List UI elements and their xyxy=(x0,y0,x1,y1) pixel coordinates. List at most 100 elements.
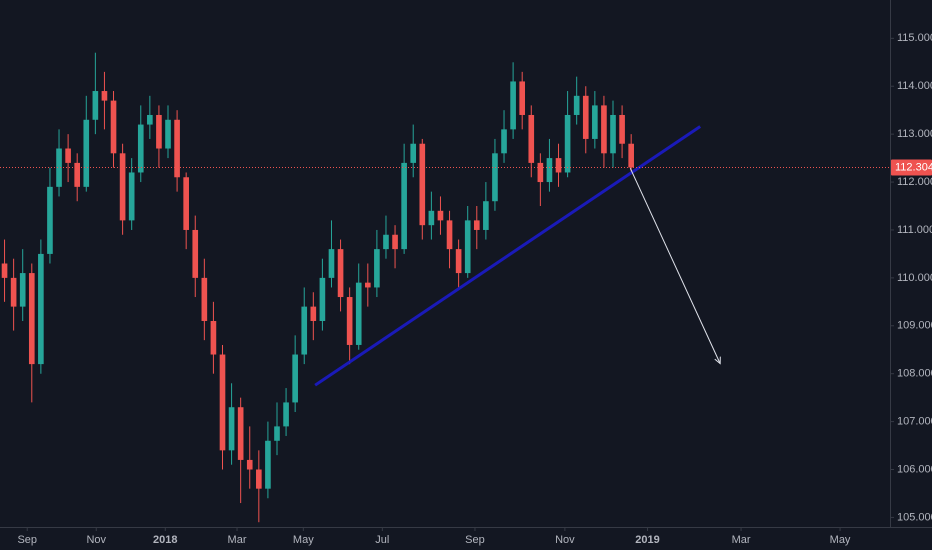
candle-body xyxy=(573,95,580,115)
y-tick-label: 105.000 xyxy=(897,511,932,523)
candle-body xyxy=(564,114,571,173)
candle-body xyxy=(383,234,389,250)
candle-body xyxy=(510,81,516,130)
candle-body xyxy=(337,249,344,298)
y-tick-label: 114.000 xyxy=(897,80,932,92)
candle-body xyxy=(38,253,44,365)
candle-body xyxy=(74,162,81,187)
candle-body xyxy=(473,220,480,230)
candle-body xyxy=(601,105,607,154)
x-tick-label: May xyxy=(830,534,851,546)
candle-body xyxy=(419,143,426,226)
candle-body xyxy=(346,297,353,345)
y-tick-label: 112.000 xyxy=(897,176,932,188)
candle-body xyxy=(392,234,398,250)
candle-body xyxy=(228,407,235,451)
y-tick-label: 108.000 xyxy=(897,368,932,380)
candle-body xyxy=(28,273,35,365)
arrow-head xyxy=(714,356,721,365)
candle-body xyxy=(183,177,189,230)
candle-body xyxy=(528,114,535,163)
candle-body xyxy=(10,277,17,307)
y-tick-label: 113.000 xyxy=(897,128,932,140)
candle-body xyxy=(128,172,135,221)
candle-body xyxy=(319,277,326,321)
candle-body xyxy=(464,220,471,274)
candle-body xyxy=(437,210,444,221)
candle-body xyxy=(292,354,298,403)
candle-body xyxy=(555,158,562,173)
candle-body xyxy=(110,100,117,154)
arrow xyxy=(629,167,721,364)
x-tick-label: Jul xyxy=(375,534,389,546)
candle-body xyxy=(519,81,526,115)
candle-body xyxy=(446,220,453,250)
candle-body xyxy=(256,469,262,489)
candle-body xyxy=(119,153,126,221)
candle-body xyxy=(501,129,507,154)
y-tick-label: 110.000 xyxy=(897,272,932,284)
candle-body xyxy=(19,273,26,307)
last-price-label: 112.304 xyxy=(895,161,932,173)
candle-body xyxy=(246,459,253,470)
y-tick-label: 111.000 xyxy=(897,224,932,236)
candle-body xyxy=(592,105,598,139)
x-tick-label: Sep xyxy=(17,534,37,546)
candle-body xyxy=(537,162,544,183)
candle-body xyxy=(274,426,280,441)
candle-body xyxy=(410,143,417,163)
candle-body xyxy=(56,148,62,187)
candle-body xyxy=(283,402,289,427)
candle-body xyxy=(65,148,71,163)
candle-body xyxy=(374,249,380,288)
x-tick-label: 2019 xyxy=(635,534,659,546)
y-tick-label: 107.000 xyxy=(897,416,932,428)
candle-body xyxy=(147,114,153,125)
y-tick-label: 115.000 xyxy=(897,32,932,44)
candle-body xyxy=(137,124,144,173)
candle-body xyxy=(546,158,553,183)
candle-body xyxy=(428,210,435,226)
candle-body xyxy=(455,249,462,274)
candle-body xyxy=(328,249,335,278)
candle-body xyxy=(47,186,53,254)
candle-body xyxy=(582,95,589,139)
candle-body xyxy=(219,354,226,451)
candle-body xyxy=(265,440,271,489)
candle-body xyxy=(492,153,498,202)
candle-body xyxy=(156,114,162,149)
candle-body xyxy=(364,282,371,288)
x-tick-label: Nov xyxy=(86,534,106,546)
candle-body xyxy=(1,263,8,278)
candle-body xyxy=(628,143,634,168)
candle-body xyxy=(165,119,171,149)
candle-body xyxy=(201,277,208,321)
candle-body xyxy=(174,119,180,178)
candle-body xyxy=(192,229,199,278)
candle-body xyxy=(483,201,489,230)
trendline xyxy=(314,125,702,387)
y-tick-label: 106.000 xyxy=(897,463,932,475)
x-tick-label: May xyxy=(293,534,314,546)
last-price-box xyxy=(891,159,932,176)
x-tick-label: Nov xyxy=(555,534,575,546)
candle-body xyxy=(355,282,362,345)
candle-body xyxy=(210,320,217,355)
candle-body xyxy=(301,306,308,355)
y-tick-label: 109.000 xyxy=(897,320,932,332)
candle-body xyxy=(92,91,99,120)
candle-body xyxy=(101,91,108,101)
x-tick-label: Mar xyxy=(228,534,247,546)
candle-body xyxy=(619,114,625,144)
candle-body xyxy=(310,306,317,321)
candle-body xyxy=(401,162,407,250)
x-tick-label: Sep xyxy=(465,534,485,546)
candle-body xyxy=(237,407,244,460)
x-tick-label: Mar xyxy=(732,534,751,546)
x-tick-label: 2018 xyxy=(153,534,177,546)
candle-body xyxy=(610,114,616,154)
candle-body xyxy=(83,119,90,187)
